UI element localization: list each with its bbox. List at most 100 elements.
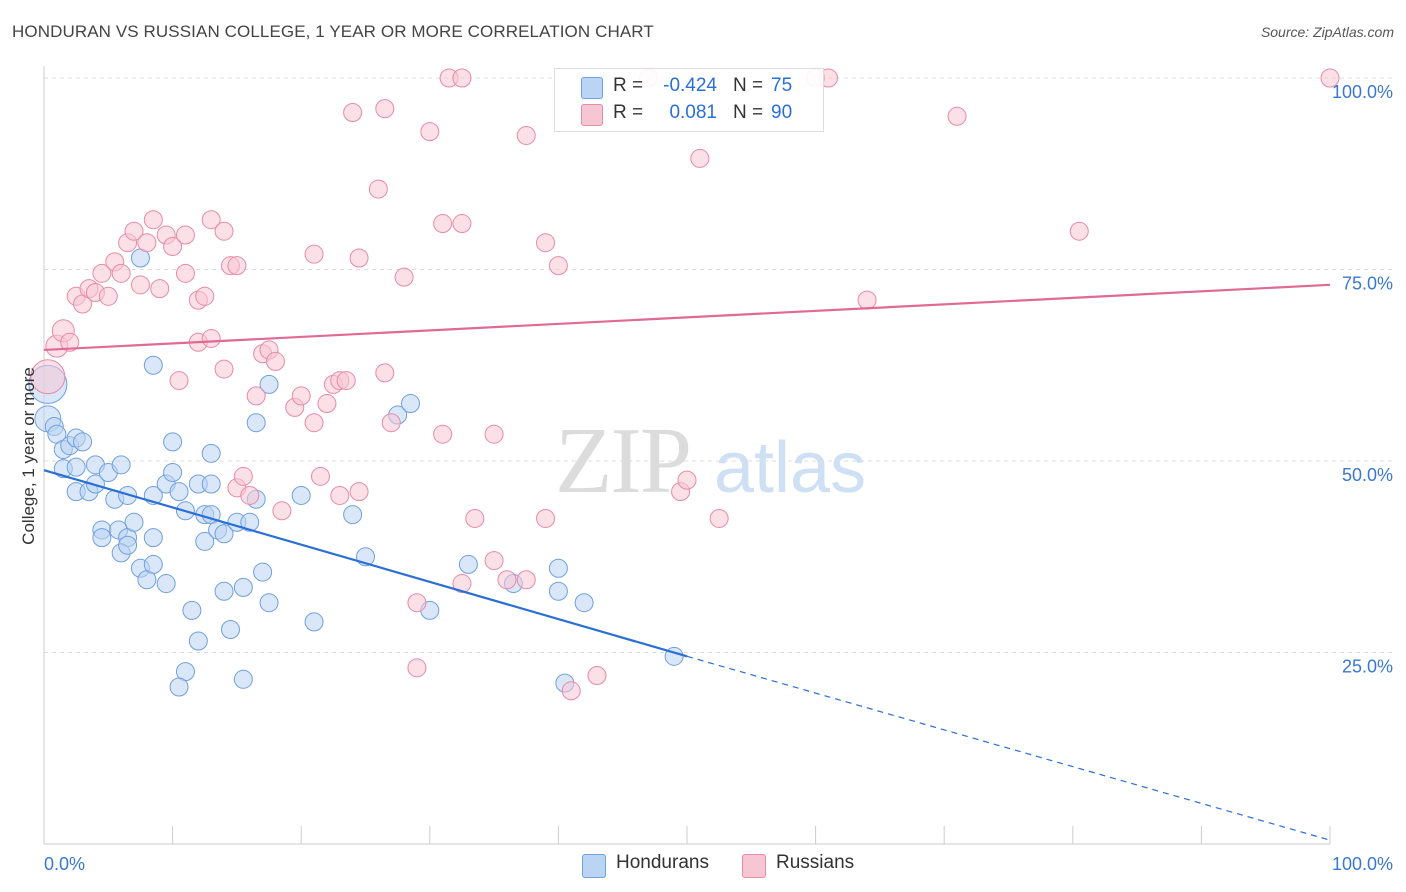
data-point xyxy=(188,631,208,651)
legend-r-label: R = xyxy=(613,102,644,123)
data-point xyxy=(143,554,163,574)
data-point xyxy=(240,512,260,532)
watermark-zip: ZIP xyxy=(555,409,690,513)
data-point xyxy=(130,275,150,295)
data-point xyxy=(156,574,176,594)
data-point xyxy=(516,125,536,145)
data-point xyxy=(169,482,189,502)
data-point xyxy=(111,455,131,475)
data-point xyxy=(465,508,485,528)
data-point xyxy=(291,386,311,406)
data-point xyxy=(484,551,504,571)
data-point xyxy=(201,474,221,494)
data-point xyxy=(195,286,215,306)
legend-n-label: N = xyxy=(733,75,764,96)
trend-line-russians xyxy=(43,283,1331,352)
data-point xyxy=(548,256,568,276)
data-point xyxy=(169,371,189,391)
trend-extension-hondurans xyxy=(686,655,1331,841)
data-point xyxy=(118,535,138,555)
data-point xyxy=(690,148,710,168)
legend-label-hondurans: Hondurans xyxy=(616,852,709,873)
data-point xyxy=(677,470,697,490)
data-point xyxy=(124,221,144,241)
data-point xyxy=(587,665,607,685)
data-point xyxy=(253,562,273,582)
data-point xyxy=(214,524,234,544)
data-point xyxy=(30,359,66,395)
data-point xyxy=(349,248,369,268)
data-point xyxy=(73,432,93,452)
data-point xyxy=(233,669,253,689)
y-tick-label: 25.0% xyxy=(1342,657,1393,677)
data-point xyxy=(1320,68,1340,88)
legend-r-value: -0.424 xyxy=(663,75,717,96)
data-point xyxy=(330,485,350,505)
data-point xyxy=(536,233,556,253)
source-credit: Source: ZipAtlas.com xyxy=(1260,24,1394,40)
x-tick-label: 100.0% xyxy=(1332,854,1393,874)
data-point xyxy=(265,351,285,371)
data-point xyxy=(343,102,363,122)
data-point xyxy=(548,558,568,578)
data-point xyxy=(574,593,594,613)
data-point xyxy=(272,501,292,521)
data-point xyxy=(150,279,170,299)
data-point xyxy=(516,570,536,590)
data-point xyxy=(233,466,253,486)
data-point xyxy=(143,210,163,230)
data-point xyxy=(214,221,234,241)
data-point xyxy=(536,508,556,528)
data-point xyxy=(214,359,234,379)
data-point xyxy=(163,237,183,257)
watermark: ZIP atlas xyxy=(555,409,866,513)
data-point xyxy=(401,394,421,414)
data-point xyxy=(60,332,80,352)
data-point xyxy=(143,355,163,375)
data-point xyxy=(214,581,234,601)
data-point xyxy=(420,122,440,142)
data-point xyxy=(349,482,369,502)
legend-r-label: R = xyxy=(613,75,644,96)
data-point xyxy=(143,528,163,548)
data-point xyxy=(709,508,729,528)
data-point xyxy=(291,485,311,505)
data-point xyxy=(233,577,253,597)
data-point xyxy=(857,290,877,310)
data-point xyxy=(394,267,414,287)
trend-line-hondurans xyxy=(43,469,688,658)
data-point xyxy=(336,371,356,391)
data-point xyxy=(137,233,157,253)
data-point xyxy=(1069,221,1089,241)
watermark-atlas: atlas xyxy=(714,428,866,508)
x-tick-label: 0.0% xyxy=(44,854,85,874)
data-point xyxy=(124,512,144,532)
legend-n-label: N = xyxy=(733,102,764,123)
legend-swatch-russians xyxy=(581,104,603,126)
series-russians xyxy=(30,68,1340,701)
chart-title: HONDURAN VS RUSSIAN COLLEGE, 1 YEAR OR M… xyxy=(12,22,654,41)
data-point xyxy=(375,99,395,119)
data-point xyxy=(310,466,330,486)
data-point xyxy=(259,593,279,613)
y-tick-label: 100.0% xyxy=(1332,82,1393,102)
tick-labels: 25.0% 50.0% 75.0% 100.0% 0.0% 100.0% xyxy=(44,82,1393,874)
data-point xyxy=(304,413,324,433)
data-point xyxy=(195,531,215,551)
grid-lines xyxy=(44,77,1392,653)
data-point xyxy=(227,256,247,276)
data-point xyxy=(452,574,472,594)
legend-row-russians: R = 0.081 N = 90 xyxy=(555,102,823,128)
data-point xyxy=(169,677,189,697)
data-point xyxy=(175,263,195,283)
legend-label-russians: Russians xyxy=(776,852,855,873)
data-point xyxy=(452,68,472,88)
legend-row-hondurans: R = -0.424 N = 75 xyxy=(555,75,823,101)
data-point xyxy=(98,286,118,306)
data-point xyxy=(220,620,240,640)
data-point xyxy=(201,328,221,348)
data-point xyxy=(317,394,337,414)
data-point xyxy=(92,528,112,548)
data-point xyxy=(368,179,388,199)
